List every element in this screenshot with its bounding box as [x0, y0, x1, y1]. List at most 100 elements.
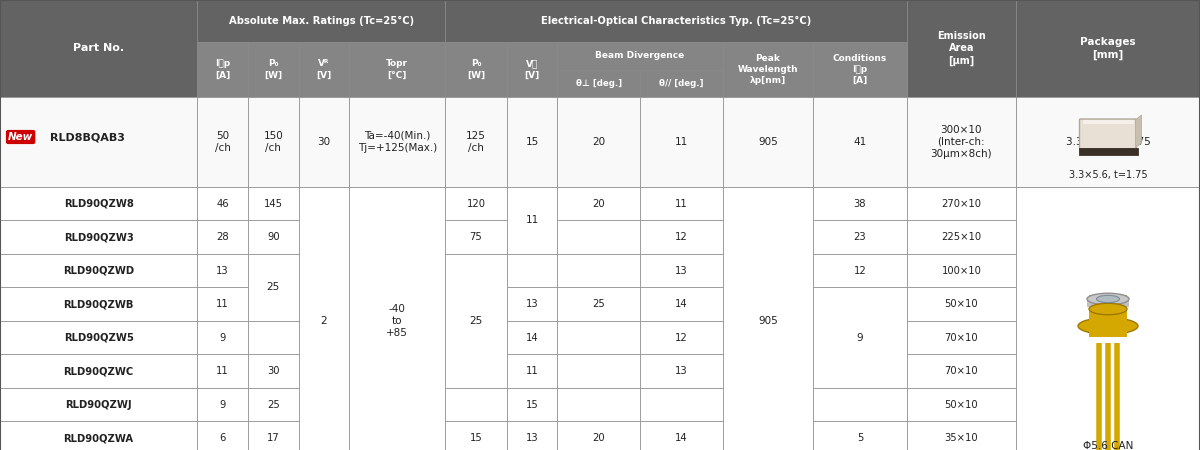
Text: Conditions
I₟p
[A]: Conditions I₟p [A] — [833, 54, 887, 85]
Polygon shape — [1135, 115, 1141, 148]
Text: 23: 23 — [853, 232, 866, 242]
Text: 15: 15 — [526, 137, 539, 147]
Bar — [506, 388, 557, 422]
Bar — [0, 355, 197, 388]
Text: 225×10: 225×10 — [941, 232, 982, 242]
Text: 20: 20 — [593, 199, 605, 209]
Text: 5: 5 — [857, 433, 863, 443]
Bar — [445, 254, 506, 388]
Text: 11: 11 — [674, 137, 688, 147]
Bar — [445, 42, 506, 97]
Text: RLD90QZWJ: RLD90QZWJ — [65, 400, 132, 410]
Bar — [506, 42, 557, 97]
Text: 100×10: 100×10 — [941, 266, 982, 276]
Bar — [640, 187, 722, 220]
Bar — [0, 388, 197, 422]
Text: θ⊥ [deg.]: θ⊥ [deg.] — [576, 79, 622, 88]
Bar — [349, 97, 445, 187]
Text: 150
/ch: 150 /ch — [264, 131, 283, 153]
Bar — [557, 388, 640, 422]
Text: 125
/ch: 125 /ch — [466, 131, 486, 153]
Text: 13: 13 — [676, 366, 688, 376]
Text: Φ5.6 CAN: Φ5.6 CAN — [1082, 441, 1133, 450]
Text: 13: 13 — [526, 433, 539, 443]
Bar — [907, 288, 1016, 321]
Bar — [197, 0, 445, 42]
Text: 270×10: 270×10 — [941, 199, 982, 209]
Bar — [907, 254, 1016, 288]
Bar — [0, 422, 197, 450]
Bar — [248, 355, 299, 388]
Bar — [722, 97, 814, 187]
Text: Packages
[mm]: Packages [mm] — [1080, 37, 1136, 60]
Bar — [0, 187, 197, 220]
Bar — [557, 187, 640, 220]
Bar — [506, 355, 557, 388]
Text: 30: 30 — [268, 366, 280, 376]
Bar — [1016, 97, 1200, 187]
Bar — [1016, 97, 1200, 187]
Text: Part No.: Part No. — [73, 44, 125, 54]
Text: 25: 25 — [266, 283, 280, 293]
Bar — [814, 388, 907, 422]
Text: Vᴿ
[V]: Vᴿ [V] — [317, 59, 331, 80]
Bar — [445, 388, 506, 422]
Bar — [907, 388, 1016, 422]
Bar — [1082, 120, 1134, 124]
Text: Ta=-40(Min.)
Tj=+125(Max.): Ta=-40(Min.) Tj=+125(Max.) — [358, 131, 437, 153]
Bar — [0, 288, 197, 321]
Text: Emission
Area
[μm]: Emission Area [μm] — [937, 31, 985, 66]
Bar — [814, 42, 907, 97]
Bar — [197, 321, 248, 355]
Text: RLD90QZWD: RLD90QZWD — [64, 266, 134, 276]
Text: 50×10: 50×10 — [944, 299, 978, 309]
Text: 28: 28 — [216, 232, 229, 242]
Bar — [248, 187, 299, 220]
Bar — [248, 321, 299, 355]
Text: 20: 20 — [592, 137, 605, 147]
Bar — [814, 97, 907, 187]
Text: New: New — [8, 132, 34, 142]
Text: 75: 75 — [469, 232, 482, 242]
Bar — [0, 220, 197, 254]
Bar — [557, 42, 722, 69]
Text: 30: 30 — [318, 137, 330, 147]
Text: RLD90QZW3: RLD90QZW3 — [64, 232, 133, 242]
Bar — [557, 422, 640, 450]
Text: Peak
Wavelength
λp[nm]: Peak Wavelength λp[nm] — [738, 54, 798, 85]
Bar — [248, 97, 299, 187]
Ellipse shape — [1090, 303, 1127, 315]
Text: 90: 90 — [268, 232, 280, 242]
Text: 35×10: 35×10 — [944, 433, 978, 443]
Bar — [506, 97, 557, 187]
Text: Absolute Max. Ratings (Tc=25°C): Absolute Max. Ratings (Tc=25°C) — [229, 16, 414, 26]
Bar — [248, 388, 299, 422]
Bar — [248, 254, 299, 321]
Bar — [640, 321, 722, 355]
Bar — [1016, 0, 1200, 97]
Bar — [0, 321, 197, 355]
Text: RLD90QZW8: RLD90QZW8 — [64, 199, 133, 209]
Text: RLD90QZWA: RLD90QZWA — [64, 433, 133, 443]
Bar — [557, 220, 640, 254]
Bar — [248, 220, 299, 254]
Bar — [814, 220, 907, 254]
Text: RLD90QZW5: RLD90QZW5 — [64, 333, 133, 343]
Ellipse shape — [1078, 318, 1138, 334]
Text: 12: 12 — [674, 333, 688, 343]
Bar — [557, 355, 640, 388]
Bar — [907, 0, 1016, 97]
Bar — [640, 220, 722, 254]
Bar — [0, 97, 197, 187]
Bar — [349, 187, 445, 450]
Bar — [814, 187, 907, 220]
Text: 13: 13 — [676, 266, 688, 276]
Text: 70×10: 70×10 — [944, 366, 978, 376]
Bar — [1079, 148, 1138, 155]
Text: 905: 905 — [758, 137, 778, 147]
Bar — [640, 388, 722, 422]
Text: 38: 38 — [853, 199, 866, 209]
Bar — [557, 288, 640, 321]
Text: 50×10: 50×10 — [944, 400, 978, 410]
Bar — [907, 220, 1016, 254]
